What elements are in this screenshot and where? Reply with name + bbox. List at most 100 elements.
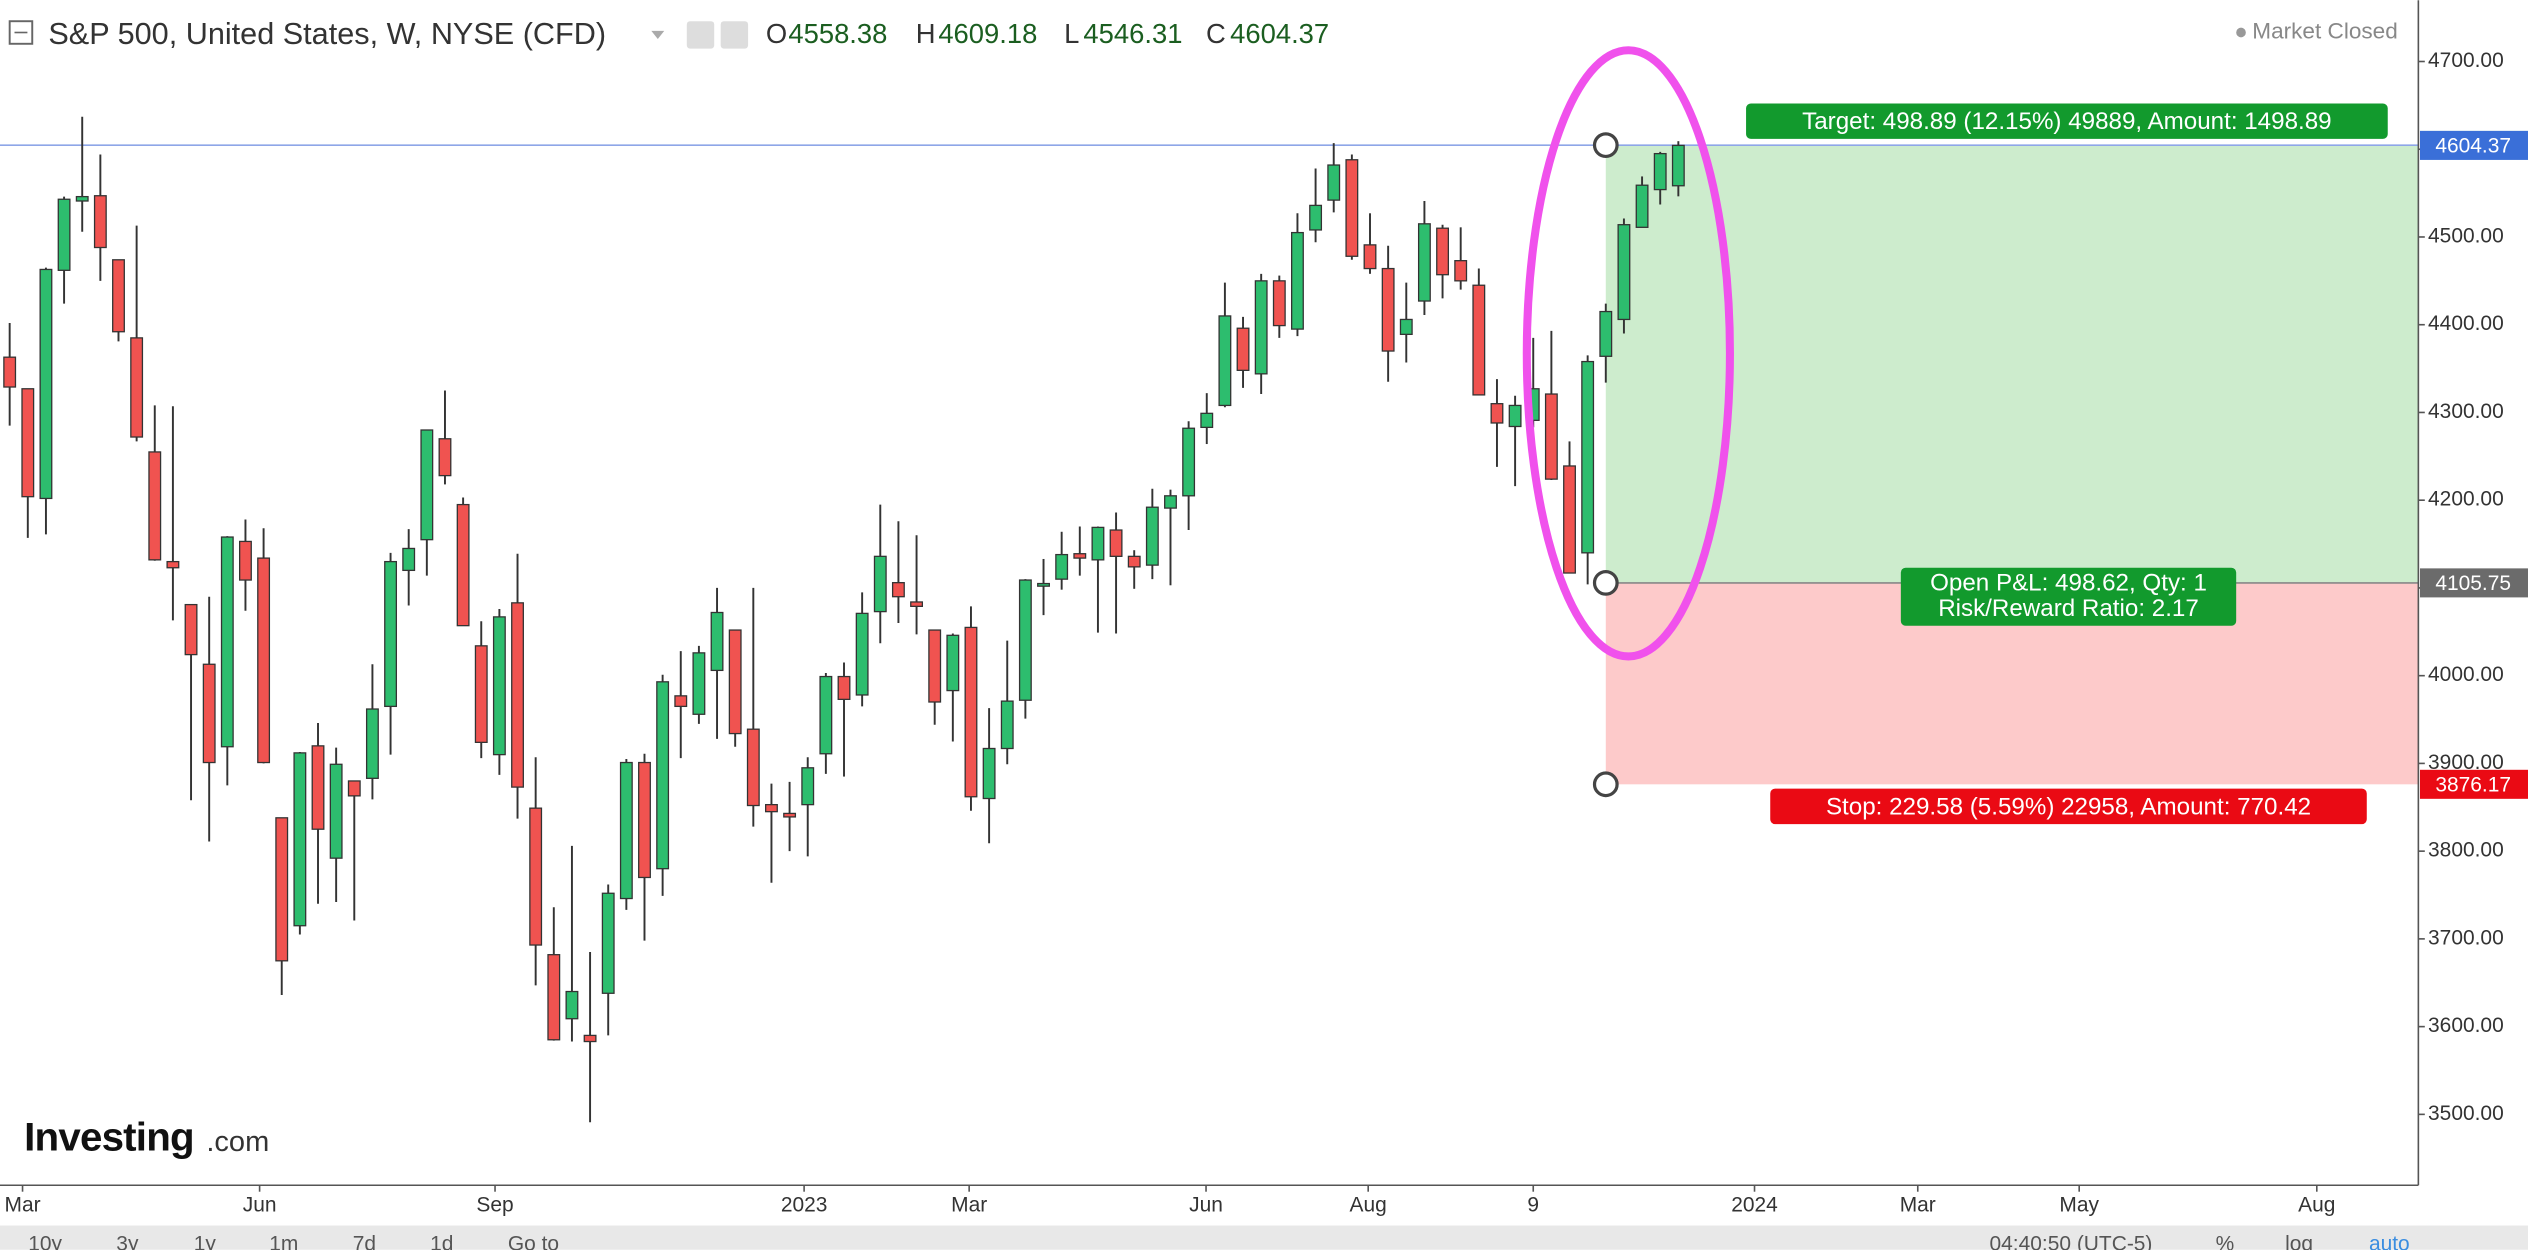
x-tick-label: Mar — [1900, 1194, 1936, 1217]
ohlc-letter: H — [916, 18, 936, 49]
bottom-toolbar — [0, 1225, 2528, 1250]
candle-body — [148, 451, 162, 561]
x-tick-label: Sep — [476, 1194, 513, 1217]
candle-body — [928, 629, 942, 703]
x-tick-label: Mar — [951, 1194, 987, 1217]
x-tick-label: Mar — [5, 1194, 41, 1217]
target-label-box — [1746, 103, 2388, 139]
entry-price-tag-box — [2419, 568, 2528, 598]
position-handle[interactable] — [1592, 771, 1619, 798]
candle-body — [311, 745, 325, 830]
candle-body — [1200, 412, 1214, 429]
candle-body — [1417, 223, 1431, 302]
x-tick-label: Jun — [243, 1194, 277, 1217]
candle-body — [21, 388, 35, 498]
candle-body — [529, 807, 543, 946]
candle-body — [492, 616, 506, 756]
candle-body — [1327, 164, 1341, 201]
ohlc-value: 4604.37 — [1230, 18, 1329, 49]
toolbar-items: 10y 3y 1y 1m 7d 1d Go to 04:40:50 (UTC-5)% log au… — [28, 1232, 2409, 1250]
scale-option[interactable]: auto — [2369, 1232, 2410, 1250]
candle-body — [1145, 506, 1159, 566]
candle-body — [783, 812, 797, 818]
candle-body — [891, 582, 905, 598]
candle-body — [420, 429, 434, 541]
highlight-ellipse — [1522, 46, 1734, 661]
range-button[interactable]: 3y — [116, 1232, 139, 1250]
candle-body — [819, 675, 833, 755]
candle-body — [1218, 315, 1232, 407]
y-tick-label: 3500.00 — [2428, 1102, 2504, 1125]
candle-body — [1291, 231, 1304, 330]
candle-body — [1563, 465, 1576, 574]
y-tick-label: 4400.00 — [2428, 312, 2504, 335]
y-tick-label: 4300.00 — [2428, 400, 2504, 423]
y-tick-label: 3900.00 — [2428, 751, 2504, 774]
range-button[interactable]: 1d — [430, 1232, 453, 1250]
watermark-suffix: .com — [206, 1126, 269, 1158]
y-tick-label: 3600.00 — [2428, 1014, 2504, 1037]
ohlc-value: 4558.38 — [788, 18, 887, 49]
scale-option[interactable]: % — [2216, 1232, 2235, 1250]
candle-body — [873, 555, 887, 613]
pnl-label: Risk/Reward Ratio: 2.17 — [1938, 595, 2199, 622]
candle-body — [184, 603, 198, 656]
candle-body — [456, 503, 470, 627]
y-tick-label: 3700.00 — [2428, 926, 2504, 949]
candle-body — [166, 560, 180, 569]
candle-body — [3, 356, 17, 388]
candle-body — [130, 337, 144, 438]
candle-body — [57, 198, 71, 271]
title-dropdown[interactable] — [651, 30, 665, 39]
candle-body — [1345, 159, 1359, 257]
candle-body — [474, 645, 488, 743]
watermark-brand: Investing — [24, 1115, 194, 1160]
candle-body — [1127, 555, 1141, 568]
stop-label-box — [1770, 788, 2367, 825]
stop-label: Stop: 229.58 (5.59%) 22958, Amount: 770.… — [1826, 793, 2311, 820]
candle-body — [692, 652, 706, 715]
ohlc-letter: L — [1064, 18, 1079, 49]
candle-body — [1236, 327, 1250, 371]
candle-body — [1055, 553, 1069, 580]
candle-body — [220, 536, 234, 748]
range-button[interactable]: 10y — [28, 1232, 62, 1250]
candle-body — [1599, 310, 1613, 357]
last-price-tag: 4604.37 — [2435, 135, 2511, 158]
x-tick-label: 9 — [1527, 1194, 1539, 1217]
eye-icon[interactable] — [686, 21, 715, 49]
candle-body — [801, 767, 815, 806]
y-tick-label: 4500.00 — [2428, 225, 2504, 248]
collapse-icon[interactable] — [8, 20, 34, 45]
candle-body — [365, 708, 379, 779]
range-button[interactable]: 1m — [269, 1232, 298, 1250]
candle-body — [1309, 204, 1323, 231]
settings-icon[interactable] — [720, 21, 749, 49]
candle-body — [1381, 267, 1395, 352]
candle-body — [656, 681, 670, 870]
candle-body — [93, 195, 107, 249]
ohlc-letter: O — [766, 18, 787, 49]
candle-body — [601, 892, 615, 994]
scale-option[interactable]: log — [2285, 1232, 2313, 1250]
candle-body — [1544, 393, 1558, 480]
candle-body — [1182, 427, 1196, 497]
position-handle[interactable] — [1592, 132, 1619, 159]
clock: 04:40:50 (UTC-5) — [1990, 1232, 2153, 1250]
candle-body — [257, 557, 271, 764]
goto-button[interactable]: Go to — [508, 1232, 559, 1250]
candle-body — [1653, 152, 1667, 191]
candle-body — [1164, 495, 1177, 509]
y-tick-label: 4700.00 — [2428, 49, 2504, 72]
range-button[interactable]: 1y — [194, 1232, 217, 1250]
candle-body — [837, 675, 851, 701]
status-dot — [2236, 27, 2246, 38]
candle-body — [1508, 404, 1522, 428]
range-button[interactable]: 7d — [353, 1232, 376, 1250]
entry-price-tag: 4105.75 — [2435, 572, 2511, 595]
candle-body — [855, 612, 869, 696]
position-handle[interactable] — [1592, 569, 1619, 596]
candle-body — [710, 611, 724, 672]
candle-body — [1073, 553, 1087, 559]
profit-zone — [1605, 145, 2419, 583]
